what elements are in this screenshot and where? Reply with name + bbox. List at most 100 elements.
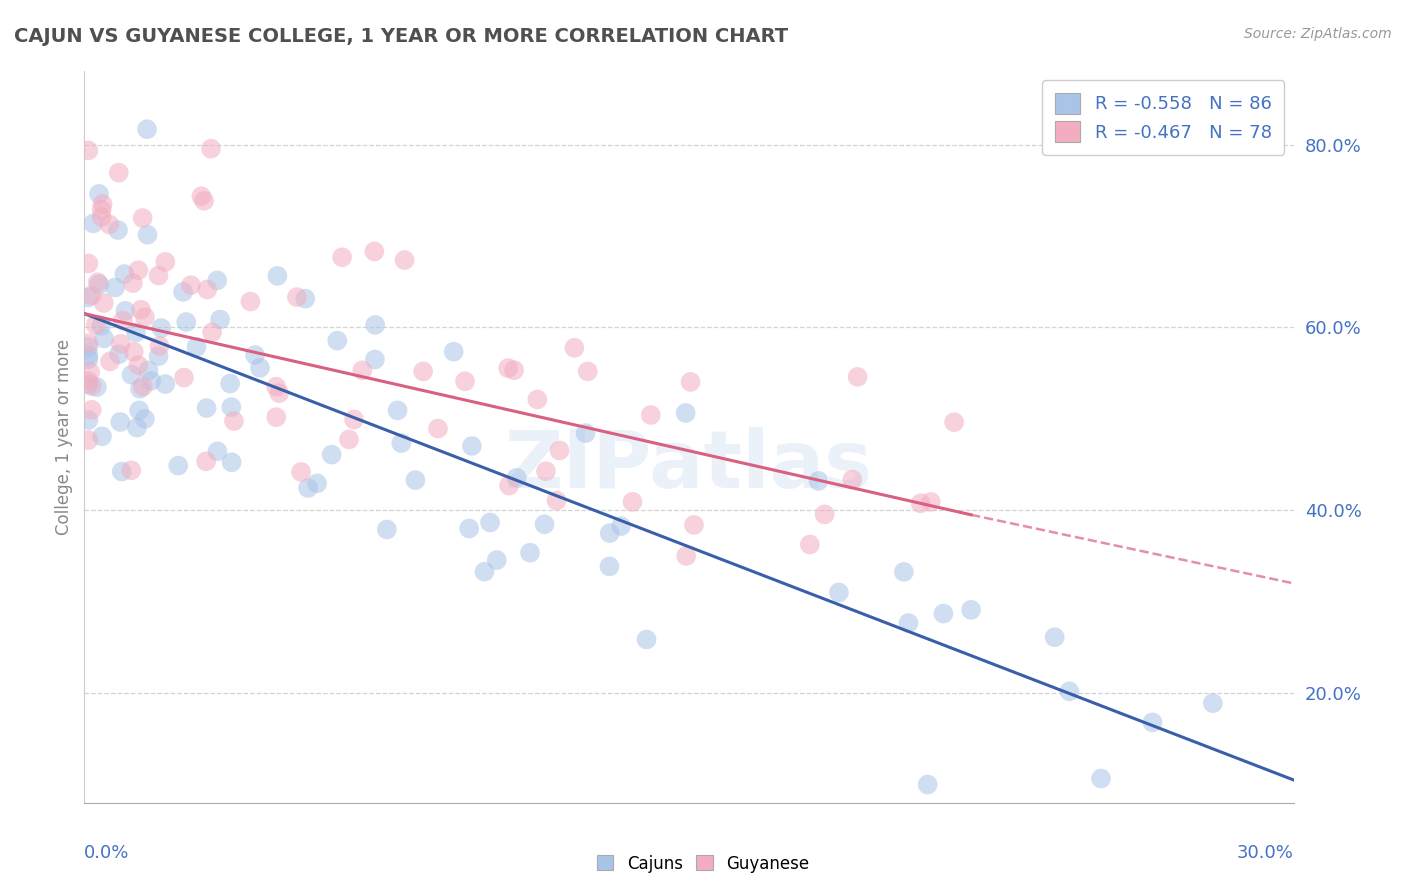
Point bbox=[90, 202, 112, 217]
Point bbox=[828, 585, 851, 599]
Point bbox=[80, 402, 103, 417]
Text: Source: ZipAtlas.com: Source: ZipAtlas.com bbox=[1244, 27, 1392, 41]
Point bbox=[1043, 630, 1066, 644]
Point bbox=[485, 553, 508, 567]
Point bbox=[77, 144, 100, 158]
Point bbox=[330, 250, 353, 264]
Point bbox=[138, 363, 160, 377]
Point bbox=[195, 454, 218, 468]
Point bbox=[172, 285, 194, 299]
Point bbox=[269, 386, 291, 401]
Point bbox=[112, 267, 135, 281]
Point bbox=[239, 294, 262, 309]
Point bbox=[134, 310, 156, 324]
Point bbox=[80, 379, 103, 393]
Point bbox=[389, 436, 412, 450]
Point bbox=[110, 337, 132, 351]
Point bbox=[222, 414, 245, 428]
Point bbox=[77, 413, 100, 427]
Text: CAJUN VS GUYANESE COLLEGE, 1 YEAR OR MORE CORRELATION CHART: CAJUN VS GUYANESE COLLEGE, 1 YEAR OR MOR… bbox=[14, 27, 789, 45]
Point bbox=[121, 368, 143, 382]
Point bbox=[200, 142, 222, 156]
Point bbox=[636, 632, 658, 647]
Point bbox=[148, 349, 170, 363]
Point bbox=[91, 197, 114, 211]
Point bbox=[364, 318, 387, 332]
Point bbox=[79, 365, 101, 379]
Point bbox=[104, 280, 127, 294]
Point bbox=[264, 410, 287, 425]
Point bbox=[167, 458, 190, 473]
Point bbox=[89, 277, 111, 292]
Point bbox=[910, 496, 932, 510]
Point bbox=[893, 565, 915, 579]
Point bbox=[207, 273, 229, 287]
Point bbox=[86, 380, 108, 394]
Point bbox=[77, 377, 100, 392]
Point bbox=[98, 218, 121, 232]
Point bbox=[131, 211, 153, 225]
Point bbox=[134, 412, 156, 426]
Point bbox=[77, 349, 100, 363]
Point bbox=[640, 408, 662, 422]
Point bbox=[127, 358, 149, 372]
Point bbox=[77, 256, 100, 270]
Point bbox=[917, 778, 939, 792]
Point bbox=[195, 283, 218, 297]
Point bbox=[129, 302, 152, 317]
Point bbox=[1059, 684, 1081, 698]
Point bbox=[498, 478, 520, 492]
Point bbox=[249, 360, 271, 375]
Point bbox=[122, 276, 145, 290]
Point bbox=[679, 375, 702, 389]
Point bbox=[77, 433, 100, 447]
Point bbox=[111, 313, 134, 327]
Point bbox=[932, 607, 955, 621]
Point bbox=[598, 559, 620, 574]
Point bbox=[82, 216, 104, 230]
Point bbox=[155, 377, 177, 392]
Point bbox=[427, 421, 450, 435]
Point bbox=[352, 363, 374, 377]
Point bbox=[960, 603, 983, 617]
Point bbox=[307, 476, 329, 491]
Point bbox=[243, 348, 266, 362]
Point bbox=[321, 448, 343, 462]
Point bbox=[148, 339, 170, 353]
Point bbox=[1142, 715, 1164, 730]
Point bbox=[155, 255, 177, 269]
Point bbox=[122, 344, 145, 359]
Point bbox=[80, 288, 103, 302]
Legend: R = -0.558   N = 86, R = -0.467   N = 78: R = -0.558 N = 86, R = -0.467 N = 78 bbox=[1042, 80, 1285, 154]
Point bbox=[174, 315, 197, 329]
Point bbox=[77, 336, 100, 351]
Point bbox=[533, 517, 555, 532]
Point bbox=[404, 473, 426, 487]
Point bbox=[675, 549, 697, 563]
Point bbox=[285, 290, 308, 304]
Point bbox=[675, 406, 697, 420]
Point bbox=[364, 352, 387, 367]
Point bbox=[125, 326, 148, 340]
Text: ZIPatlas: ZIPatlas bbox=[505, 427, 873, 506]
Point bbox=[897, 615, 920, 630]
Point bbox=[108, 347, 131, 361]
Point bbox=[84, 318, 107, 332]
Point bbox=[266, 268, 288, 283]
Point bbox=[136, 122, 159, 136]
Point bbox=[90, 210, 112, 224]
Point bbox=[111, 465, 134, 479]
Point bbox=[93, 331, 115, 345]
Point bbox=[77, 352, 100, 367]
Point bbox=[290, 465, 312, 479]
Point bbox=[599, 526, 621, 541]
Point bbox=[201, 325, 224, 339]
Point bbox=[505, 471, 527, 485]
Point bbox=[526, 392, 548, 407]
Point bbox=[77, 374, 100, 388]
Point bbox=[136, 227, 159, 242]
Point bbox=[132, 379, 155, 393]
Point bbox=[148, 268, 170, 283]
Point bbox=[920, 495, 942, 509]
Point bbox=[173, 370, 195, 384]
